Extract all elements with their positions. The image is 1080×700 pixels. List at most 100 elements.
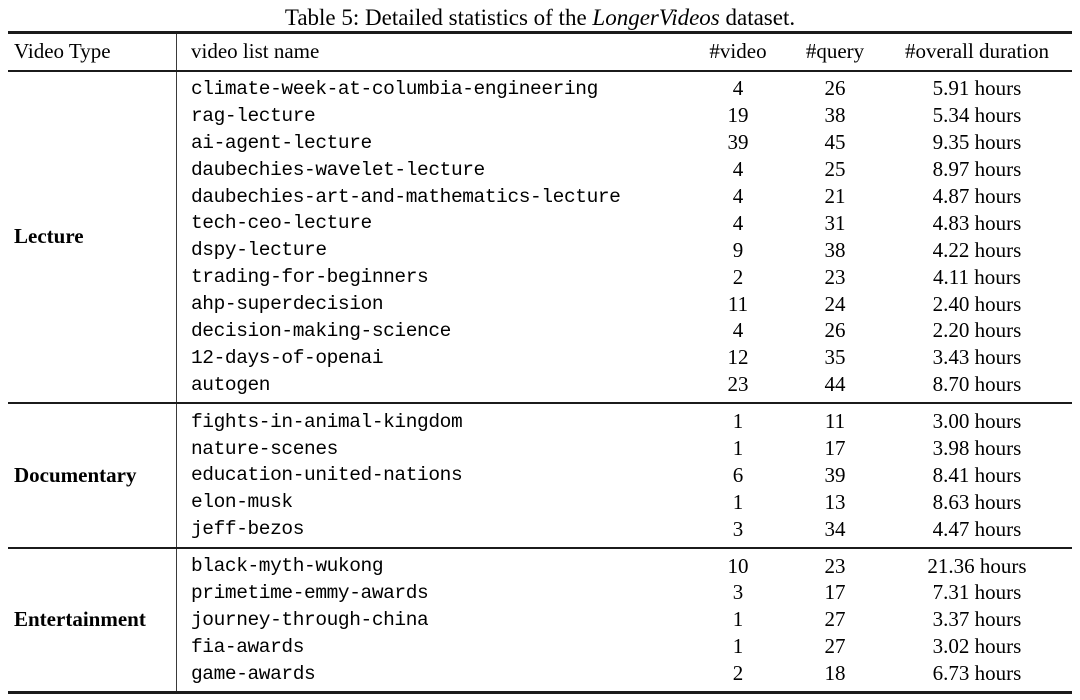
top-rule [8, 31, 1072, 34]
video-type-label: Documentary [8, 404, 177, 547]
query-count-cell: 17 [824, 580, 846, 605]
table-row: game-awards 2 18 6.73 hours [177, 660, 1072, 687]
video-count-cell: 4 [732, 184, 744, 208]
table-row: ahp-superdecision 11 24 2.40 hours [177, 291, 1072, 318]
video-count-cell: 12 [727, 345, 749, 370]
video-list-name-cell: trading-for-beginners [191, 266, 429, 289]
table-row: autogen 23 44 8.70 hours [177, 371, 1072, 398]
table-row: climate-week-at-columbia-engineering 4 2… [177, 76, 1072, 103]
duration-cell: 3.00 hours [932, 409, 1022, 434]
video-type-label: Entertainment [8, 548, 177, 692]
query-count-cell: 11 [824, 409, 846, 434]
video-count-cell: 19 [727, 103, 749, 128]
header-num-query: #query [805, 39, 865, 63]
query-count-cell: 45 [824, 130, 846, 155]
query-count-cell: 24 [824, 291, 846, 316]
query-count-cell: 18 [824, 661, 846, 686]
section-documentary: Documentary fights-in-animal-kingdom 1 1… [8, 404, 1072, 547]
query-count-cell: 39 [824, 462, 846, 487]
query-count-cell: 34 [824, 516, 846, 541]
video-count-cell: 1 [732, 436, 744, 461]
table-caption: Table 5: Detailed statistics of the Long… [8, 0, 1072, 31]
duration-cell: 2.40 hours [932, 291, 1022, 316]
video-list-name-cell: ahp-superdecision [191, 293, 384, 316]
table-row: journey-through-china 1 27 3.37 hours [177, 606, 1072, 633]
duration-cell: 6.73 hours [932, 661, 1022, 686]
video-list-name-cell: black-myth-wukong [191, 555, 384, 578]
duration-cell: 5.91 hours [932, 76, 1022, 101]
table-row: nature-scenes 1 17 3.98 hours [177, 435, 1072, 462]
table-row: fights-in-animal-kingdom 1 11 3.00 hours [177, 408, 1072, 435]
video-list-name-cell: decision-making-science [191, 319, 451, 342]
table-row: dspy-lecture 9 38 4.22 hours [177, 237, 1072, 264]
query-count-cell: 23 [824, 264, 846, 289]
video-list-name-cell: dspy-lecture [191, 239, 327, 262]
duration-cell: 3.43 hours [932, 345, 1022, 370]
query-count-cell: 44 [824, 372, 846, 397]
video-list-name-cell: ai-agent-lecture [191, 131, 372, 154]
video-list-name-cell: fia-awards [191, 635, 305, 658]
bottom-rule [8, 691, 1072, 694]
video-list-name-cell: game-awards [191, 662, 316, 685]
table-row: black-myth-wukong 10 23 21.36 hours [177, 553, 1072, 580]
query-count-cell: 27 [824, 607, 846, 632]
video-list-name-cell: rag-lecture [191, 104, 316, 127]
table-row: elon-musk 1 13 8.63 hours [177, 489, 1072, 516]
query-count-cell: 31 [824, 210, 846, 235]
duration-cell: 3.02 hours [932, 634, 1022, 659]
section-rows: climate-week-at-columbia-engineering 4 2… [177, 72, 1072, 403]
caption-suffix: dataset. [719, 5, 796, 30]
video-list-name-cell: nature-scenes [191, 437, 338, 460]
duration-cell: 2.20 hours [932, 318, 1022, 343]
statistics-table: Table 5: Detailed statistics of the Long… [8, 0, 1072, 694]
query-count-cell: 13 [824, 489, 846, 514]
section-entertainment: Entertainment black-myth-wukong 10 23 21… [8, 548, 1072, 692]
video-count-cell: 2 [732, 264, 744, 289]
video-type-label: Lecture [8, 71, 177, 403]
duration-cell: 8.41 hours [932, 462, 1022, 487]
video-list-name-cell: elon-musk [191, 491, 293, 514]
duration-cell: 4.22 hours [932, 237, 1022, 262]
table-row: trading-for-beginners 2 23 4.11 hours [177, 264, 1072, 291]
query-count-cell: 25 [824, 157, 846, 182]
section-rule [8, 402, 1072, 405]
query-count-cell: 23 [824, 553, 846, 578]
section-rows: fights-in-animal-kingdom 1 11 3.00 hours… [177, 404, 1072, 546]
table-row: daubechies-art-and-mathematics-lecture 4… [177, 183, 1072, 210]
caption-dataset-name: LongerVideos [592, 5, 720, 30]
duration-cell: 4.87 hours [932, 184, 1022, 208]
query-count-cell: 35 [824, 345, 846, 370]
video-list-name-cell: journey-through-china [191, 608, 429, 631]
video-list-name-cell: daubechies-art-and-mathematics-lecture [191, 185, 621, 208]
duration-cell: 7.31 hours [932, 580, 1022, 605]
table-row: tech-ceo-lecture 4 31 4.83 hours [177, 210, 1072, 237]
header-overall-duration: #overall duration [904, 39, 1050, 63]
duration-cell: 3.98 hours [932, 436, 1022, 461]
duration-cell: 8.63 hours [932, 489, 1022, 514]
table-header-row: Video Type video list name #video #query… [8, 33, 1072, 70]
video-count-cell: 1 [732, 489, 744, 514]
query-count-cell: 26 [824, 318, 846, 343]
section-rows: black-myth-wukong 10 23 21.36 hours prim… [177, 549, 1072, 691]
header-video-list-name: video list name [191, 39, 320, 63]
section-rule [8, 546, 1072, 549]
video-list-name-cell: autogen [191, 373, 271, 396]
table-row: 12-days-of-openai 12 35 3.43 hours [177, 344, 1072, 371]
caption-prefix: Table 5: Detailed statistics of the [284, 5, 593, 30]
video-count-cell: 1 [732, 409, 744, 434]
video-count-cell: 1 [732, 607, 744, 632]
duration-cell: 9.35 hours [932, 130, 1022, 155]
duration-cell: 21.36 hours [927, 553, 1027, 578]
video-list-name-cell: daubechies-wavelet-lecture [191, 158, 485, 181]
video-count-cell: 2 [732, 661, 744, 686]
video-list-name-cell: climate-week-at-columbia-engineering [191, 77, 598, 100]
video-list-name-cell: tech-ceo-lecture [191, 212, 372, 235]
video-count-cell: 1 [732, 634, 744, 659]
query-count-cell: 26 [824, 76, 846, 101]
video-list-name-cell: fights-in-animal-kingdom [191, 410, 463, 433]
query-count-cell: 38 [824, 103, 846, 128]
video-count-cell: 3 [732, 516, 744, 541]
table-row: decision-making-science 4 26 2.20 hours [177, 318, 1072, 345]
video-count-cell: 11 [727, 291, 749, 316]
video-list-name-cell: jeff-bezos [191, 518, 305, 541]
